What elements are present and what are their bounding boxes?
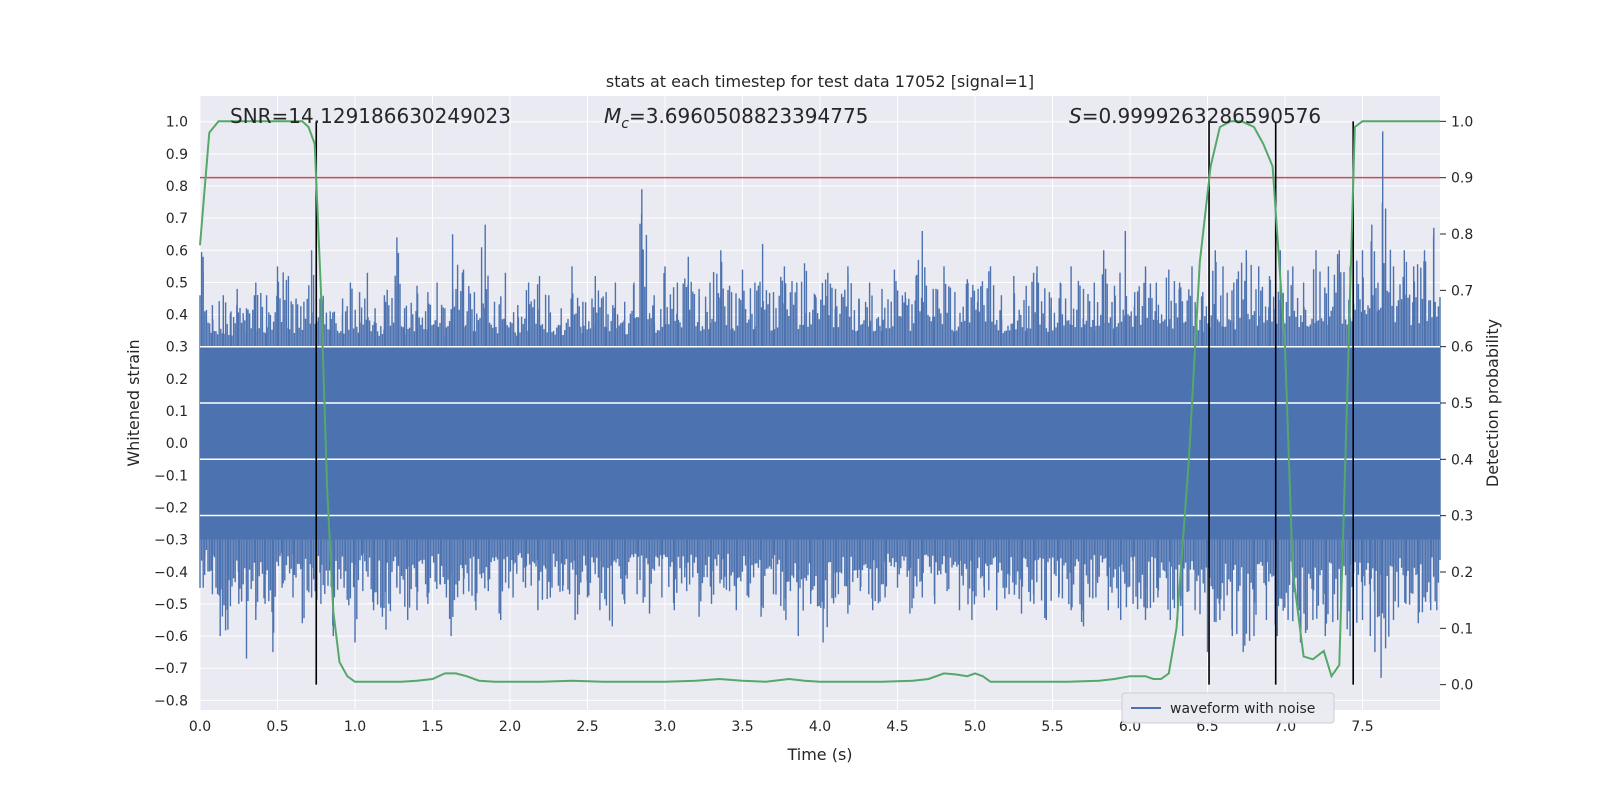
x-axis-label: Time (s) xyxy=(786,745,852,764)
y2-tick-label: 0.7 xyxy=(1451,283,1473,299)
y2-tick-label: 0.0 xyxy=(1451,678,1473,694)
y-tick-label: −0.3 xyxy=(154,533,188,549)
x-tick-label: 3.5 xyxy=(731,719,753,735)
y-tick-label: 0.8 xyxy=(166,179,188,195)
x-tick-label: 0.5 xyxy=(266,719,288,735)
s-value: =0.9999263286590576 xyxy=(1082,104,1321,128)
x-tick-label: 4.5 xyxy=(886,719,908,735)
y-tick-label: −0.6 xyxy=(154,629,188,645)
x-tick-label: 1.0 xyxy=(344,719,366,735)
legend-box xyxy=(1121,692,1335,724)
y2-tick-label: 0.3 xyxy=(1451,509,1473,525)
x-tick-label: 1.5 xyxy=(421,719,443,735)
y-tick-label: −0.4 xyxy=(154,565,188,581)
chart-title: stats at each timestep for test data 170… xyxy=(606,72,1034,91)
x-tick-label: 7.5 xyxy=(1351,719,1373,735)
white-hlines xyxy=(200,345,1440,517)
waveform-trace xyxy=(199,131,1441,678)
y-tick-label: −0.7 xyxy=(154,661,188,677)
legend-label: waveform with noise xyxy=(1170,701,1315,717)
x-tick-label: 2.5 xyxy=(576,719,598,735)
y-tick-label: 0.6 xyxy=(166,243,188,259)
y-tick-label: 0.3 xyxy=(166,340,188,356)
y-tick-label: −0.1 xyxy=(154,468,188,484)
y-tick-label: −0.8 xyxy=(154,693,188,709)
probability-line xyxy=(199,120,1440,683)
y-tick-labels: −0.8 −0.7 −0.6 −0.5 −0.4 −0.3 −0.2 −0.1 0.0 0.1 0.… xyxy=(154,115,188,710)
y2-tick-label: 0.4 xyxy=(1451,452,1473,468)
x-tick-label: 2.0 xyxy=(499,719,521,735)
y-tick-label: 0.5 xyxy=(166,275,188,291)
y2-tick-label: 0.2 xyxy=(1451,565,1473,581)
y2-axis-label: Detection probability xyxy=(1483,319,1502,487)
y-tick-label: 0.0 xyxy=(166,436,188,452)
s-symbol: S xyxy=(1069,104,1082,128)
y2-tick-labels: 0.0 0.1 0.2 0.3 0.4 0.5 0.6 0.7 0.8 0.9 1.0 xyxy=(1440,114,1473,694)
y2-tick-label: 1.0 xyxy=(1451,114,1473,130)
x-tick-label: 5.0 xyxy=(964,719,986,735)
y-tick-label: 0.4 xyxy=(166,308,188,324)
y2-tick-label: 0.1 xyxy=(1451,621,1473,637)
probability-series xyxy=(199,120,1440,683)
snr-annotation: SNR=14.129186630249023 xyxy=(230,104,511,128)
legend: waveform with noise xyxy=(1121,692,1335,724)
y-tick-label: 0.2 xyxy=(166,372,188,388)
y-tick-label: −0.5 xyxy=(154,597,188,613)
mc-symbol: M xyxy=(604,104,621,128)
y2-tick-label: 0.9 xyxy=(1451,171,1473,187)
y-tick-label: 0.1 xyxy=(166,404,188,420)
mc-subscript: c xyxy=(621,116,629,132)
y-tick-label: 1.0 xyxy=(166,115,188,131)
mc-annotation: Mc=3.6960508823394775 xyxy=(604,104,868,132)
y2-tick-label: 0.6 xyxy=(1451,340,1473,356)
y-tick-label: 0.7 xyxy=(166,211,188,227)
x-tick-label: 4.0 xyxy=(809,719,831,735)
x-tick-label: 0.0 xyxy=(189,719,211,735)
y2-tick-label: 0.8 xyxy=(1451,227,1473,243)
y-tick-label: −0.2 xyxy=(154,500,188,516)
y2-tick-label: 0.5 xyxy=(1451,396,1473,412)
mc-value: =3.6960508823394775 xyxy=(629,104,868,128)
y-tick-label: 0.9 xyxy=(166,147,188,163)
waveform-series xyxy=(199,131,1441,678)
x-tick-label: 5.5 xyxy=(1041,719,1063,735)
s-annotation: S=0.9999263286590576 xyxy=(1069,104,1321,128)
y-axis-label: Whitened strain xyxy=(124,339,143,466)
x-tick-label: 3.0 xyxy=(654,719,676,735)
